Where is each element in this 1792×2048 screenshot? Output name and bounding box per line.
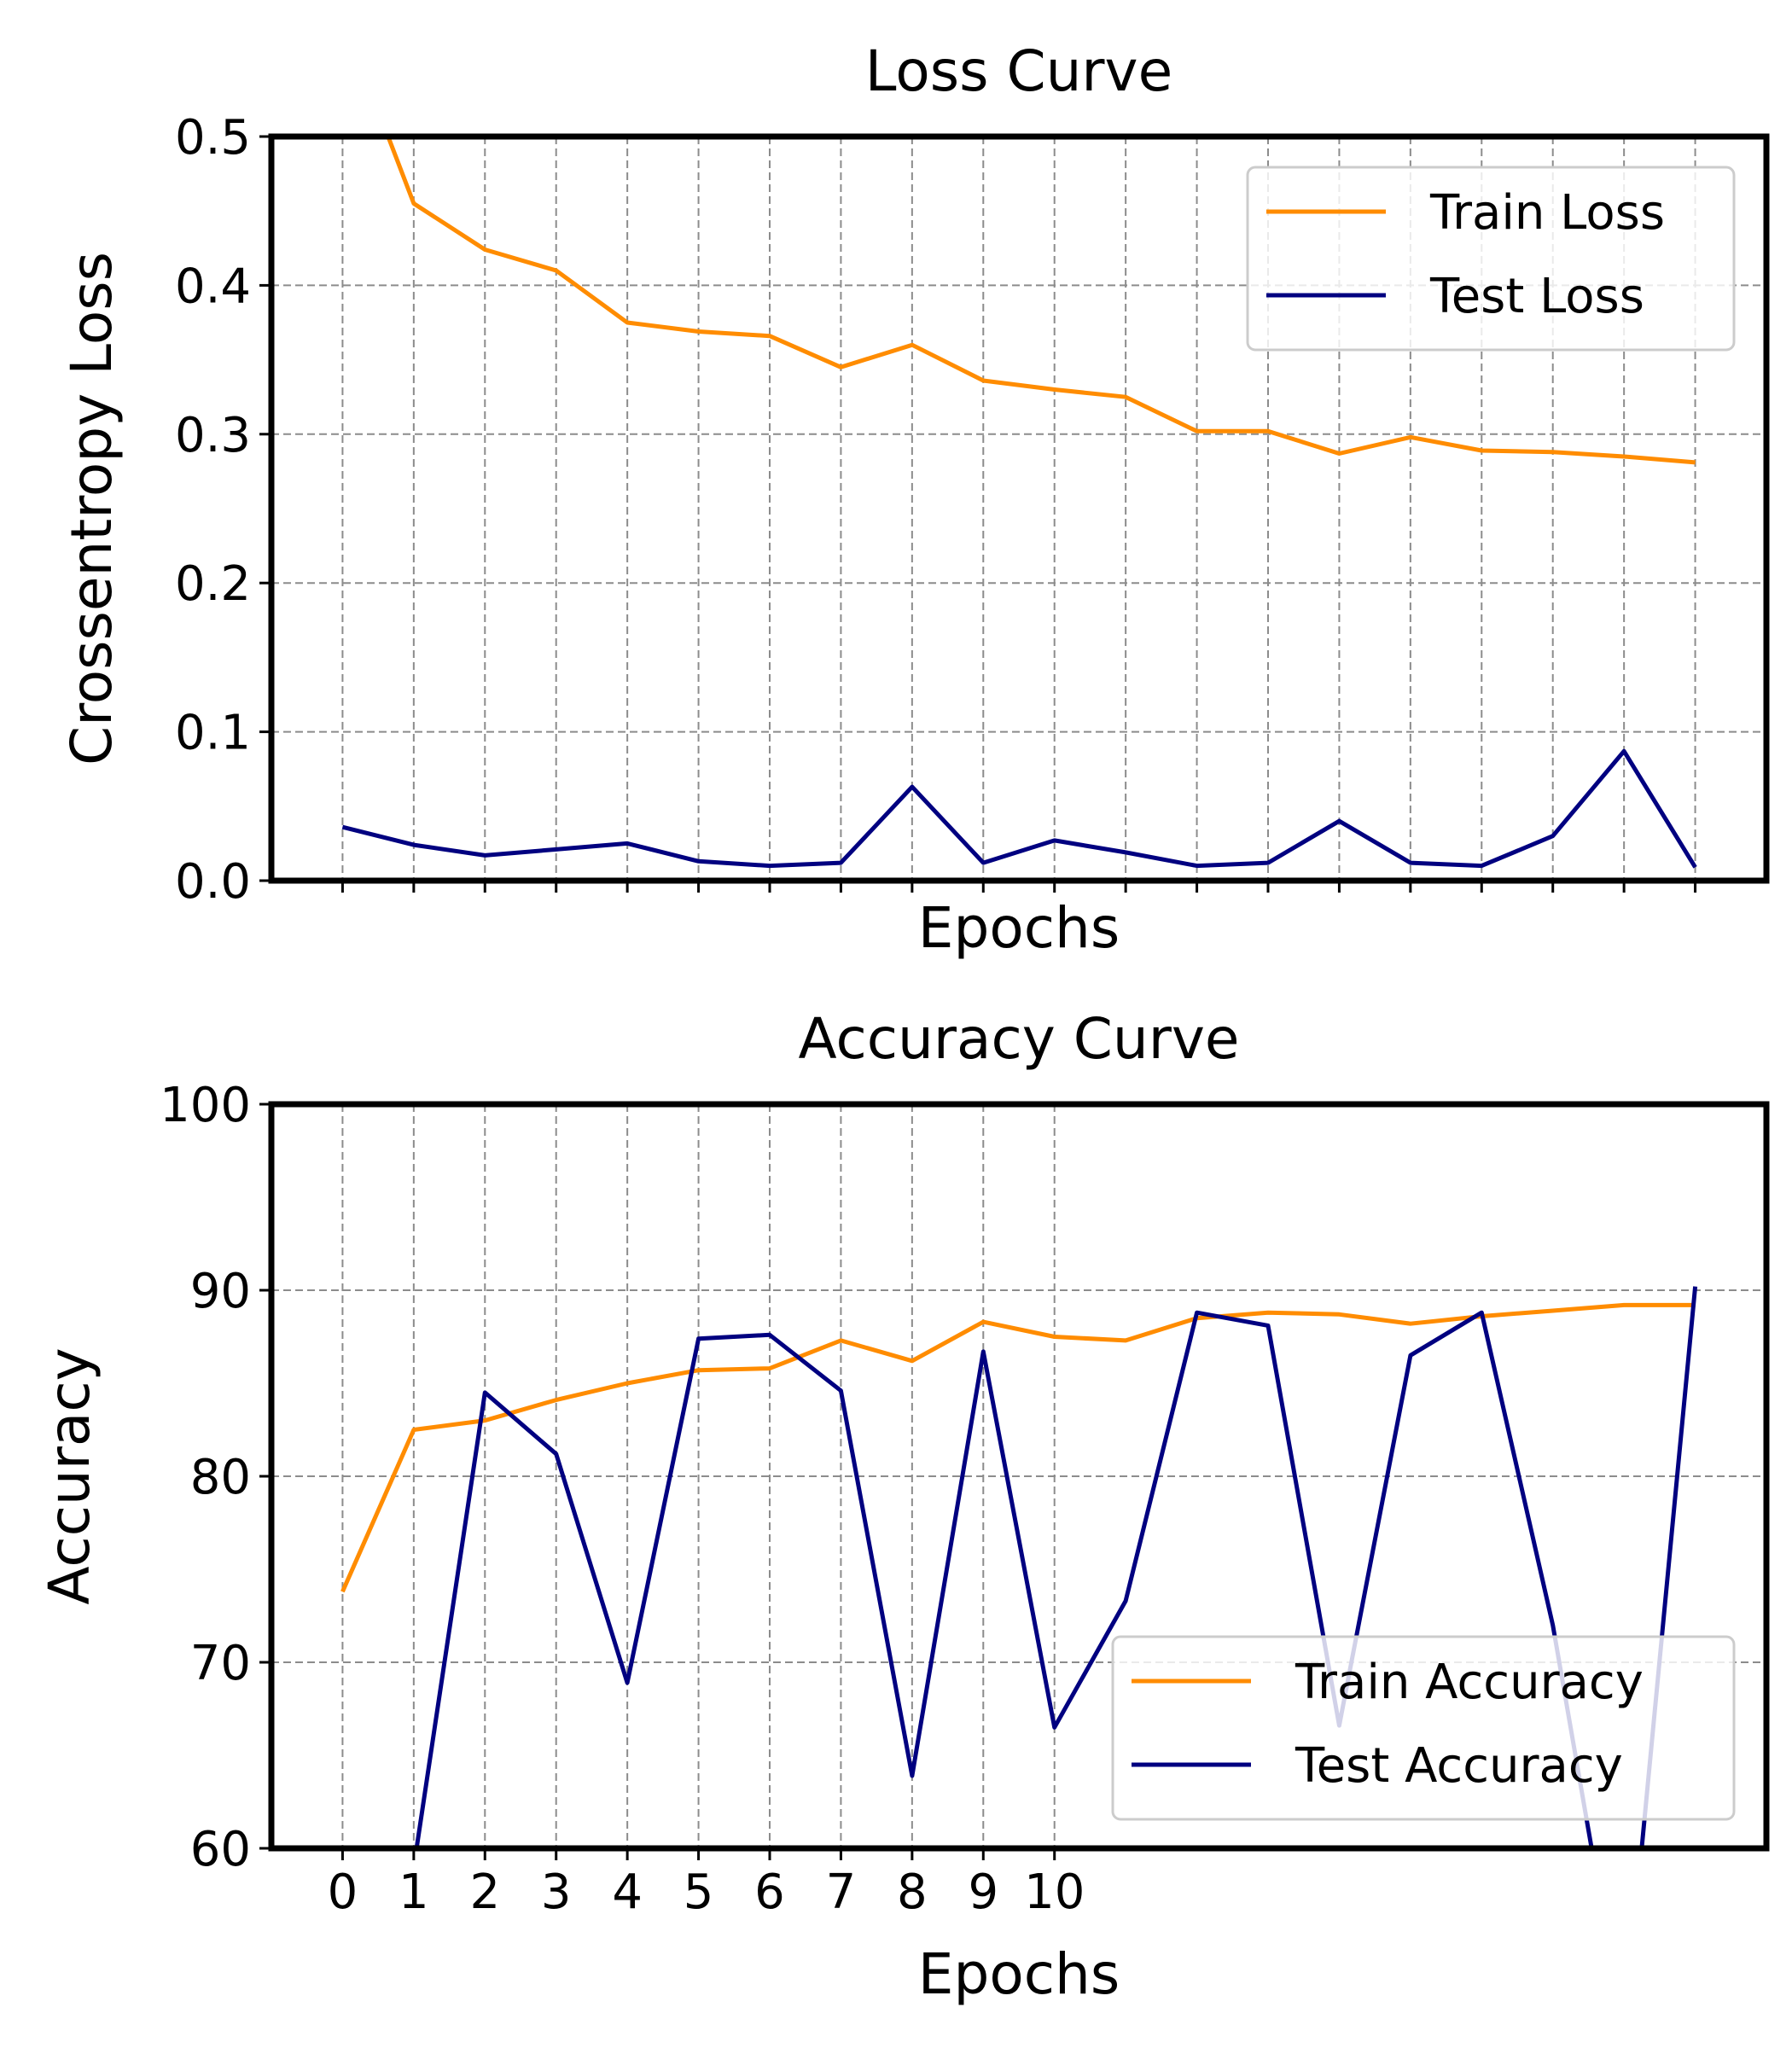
accuracy-x-tick-label: 8 [897,1865,928,1920]
accuracy-chart-title: Accuracy Curve [798,1006,1239,1072]
legend-label-test-accuracy: Test Accuracy [1295,1738,1623,1794]
accuracy-y-tick-label: 100 [160,1078,251,1133]
accuracy-x-axis-label: Epochs [918,1941,1120,2007]
accuracy-x-tick-label: 7 [826,1865,857,1920]
accuracy-x-tick-label: 2 [469,1865,500,1920]
loss-chart: Loss Curve 0.0 0.1 0.2 0.3 0.4 0.5 Epochs Cro… [59,38,1770,961]
accuracy-plot-area [340,1286,1698,1848]
test-loss-line [341,748,1697,869]
train-loss-line [386,137,1696,465]
loss-x-axis-label: Epochs [918,895,1120,961]
loss-x-ticks [340,881,1697,893]
loss-y-tick-label: 0.1 [175,706,251,761]
accuracy-x-tick-label: 10 [1024,1865,1085,1920]
accuracy-legend: Train Accuracy Test Accuracy [1111,1635,1736,1821]
accuracy-x-ticks: 0 1 2 3 4 5 6 7 8 9 10 [328,1848,1085,1920]
accuracy-x-tick-label: 5 [684,1865,714,1920]
loss-axes-frame [268,133,1770,884]
accuracy-x-tick-label: 3 [541,1865,572,1920]
accuracy-x-tick-label: 9 [968,1865,998,1920]
accuracy-y-tick-label: 60 [190,1822,251,1877]
accuracy-legend-box [1111,1635,1736,1821]
loss-plot-area [341,137,1697,869]
accuracy-x-tick-label: 6 [754,1865,785,1920]
accuracy-x-tick-label: 1 [399,1865,429,1920]
legend-label-train-accuracy: Train Accuracy [1295,1655,1644,1710]
accuracy-y-axis-label: Accuracy [37,1347,102,1604]
accuracy-chart: Accuracy Curve 0 1 2 3 4 5 6 7 8 9 10 60708090100 … [37,1006,1770,2007]
loss-y-axis-label: Crossentropy Loss [59,252,125,765]
legend-label-test-loss: Test Loss [1429,269,1644,324]
loss-chart-title: Loss Curve [865,38,1172,104]
loss-y-tick-label: 0.0 [175,854,251,910]
loss-y-tick-label: 0.2 [175,556,251,612]
loss-y-ticks: 0.0 0.1 0.2 0.3 0.4 0.5 [175,110,271,910]
legend-label-train-loss: Train Loss [1429,185,1665,241]
accuracy-x-tick-label: 4 [612,1865,643,1920]
test-accuracy-line [414,1286,1698,1848]
accuracy-y-tick-label: 90 [190,1264,251,1319]
accuracy-x-tick-label: 0 [328,1865,358,1920]
loss-legend: Train Loss Test Loss [1246,166,1736,352]
loss-y-tick-label: 0.3 [175,408,251,463]
loss-y-tick-label: 0.4 [175,259,251,314]
accuracy-y-ticks: 60 70 80 90 100 [160,1078,271,1877]
accuracy-y-tick-label: 80 [190,1450,251,1505]
accuracy-y-tick-label: 70 [190,1636,251,1691]
loss-y-tick-label: 0.5 [175,110,251,166]
